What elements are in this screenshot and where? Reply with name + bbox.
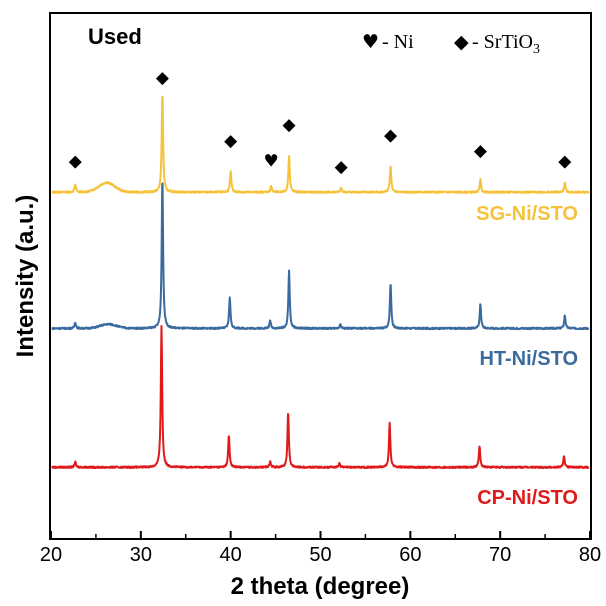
srtio3-peak-marker-icon: ◆ xyxy=(558,152,572,172)
series-layer xyxy=(51,95,590,470)
series-label-ht: HT-Ni/STO xyxy=(479,348,578,370)
panel-label: Used xyxy=(88,24,142,49)
legend-entry-ni: - Ni xyxy=(382,31,414,53)
series-line-cp-ni-sto xyxy=(51,324,590,470)
srtio3-peak-marker-icon: ◆ xyxy=(335,157,349,177)
series-line-ht-ni-sto xyxy=(51,182,590,331)
legend-subscript: 3 xyxy=(533,42,540,57)
legend-diamond-icon: ◆ xyxy=(454,31,469,53)
x-tick-label: 60 xyxy=(399,544,421,566)
x-axis-title: 2 theta (degree) xyxy=(231,573,410,600)
peak-marker-layer: ◆◆◆♥◆◆◆◆◆ xyxy=(69,68,572,177)
series-line-sg-ni-sto xyxy=(51,95,590,194)
plot-area: ◆◆◆♥◆◆◆◆◆ 20 30 40 50 60 70 80 xyxy=(40,12,601,566)
x-tick-label: 50 xyxy=(309,544,331,566)
srtio3-peak-marker-icon: ◆ xyxy=(69,152,83,172)
srtio3-peak-marker-icon: ◆ xyxy=(384,126,398,146)
legend-entry-srtio3: - SrTiO3 xyxy=(472,31,540,57)
y-axis-title: Intensity (a.u.) xyxy=(12,195,39,358)
legend-separator: - xyxy=(382,31,394,53)
x-tick-label: 80 xyxy=(579,544,601,566)
srtio3-peak-marker-icon: ◆ xyxy=(474,141,488,161)
plot-frame xyxy=(49,12,592,540)
legend-heart-icon: ♥ xyxy=(362,31,379,53)
x-tick-label: 30 xyxy=(130,544,152,566)
series-label-sg: SG-Ni/STO xyxy=(476,203,578,225)
x-tick-label: 20 xyxy=(40,544,62,566)
x-tick-label: 40 xyxy=(220,544,242,566)
srtio3-peak-marker-icon: ◆ xyxy=(224,131,238,151)
srtio3-peak-marker-icon: ◆ xyxy=(156,68,170,88)
legend-label-ni: Ni xyxy=(394,31,414,53)
series-label-cp: CP-Ni/STO xyxy=(477,487,578,509)
legend-label-srtio3: SrTiO xyxy=(484,31,533,53)
x-axis-ticks: 20 30 40 50 60 70 80 xyxy=(40,531,601,566)
legend-separator: - xyxy=(472,31,484,53)
srtio3-peak-marker-icon: ◆ xyxy=(283,115,297,135)
legend: ♥ - Ni ◆ - SrTiO3 xyxy=(362,31,540,57)
x-tick-label: 70 xyxy=(489,544,511,566)
ni-peak-marker-icon: ♥ xyxy=(263,152,278,172)
